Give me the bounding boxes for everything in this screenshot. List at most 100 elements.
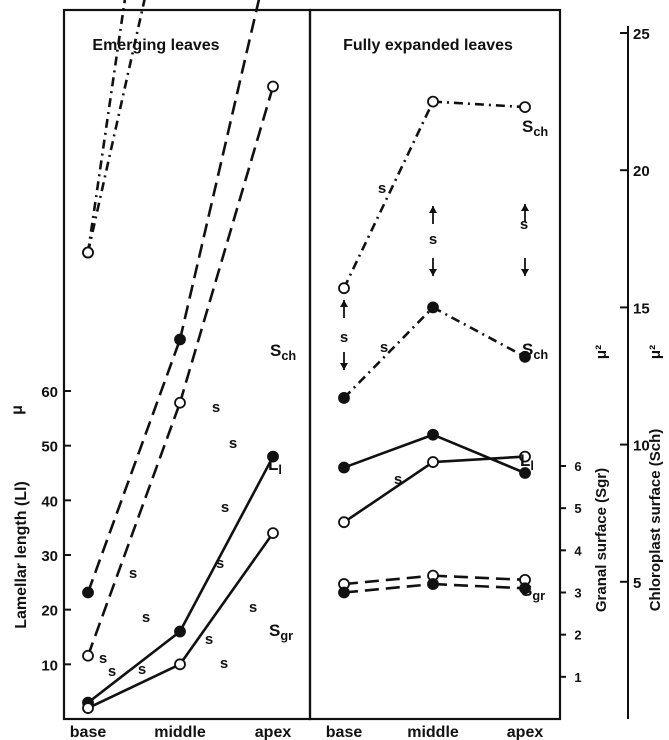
data-point-sgr-open [174, 396, 186, 409]
curve-label-sch: Sch [522, 117, 548, 139]
middle-tick-label: 4 [574, 543, 582, 558]
data-point-sgr-filled [338, 586, 350, 599]
series-line-ll-filled [343, 433, 434, 469]
panel-frame-expanded [308, 8, 562, 721]
series-line-sgr-open [86, 402, 182, 657]
series-line-sgr-open [432, 574, 526, 582]
significance-label: s [378, 180, 386, 197]
curve-label-sgr: Sgr [269, 621, 293, 643]
significance-label: s [129, 565, 137, 582]
series-line-ll-open [343, 460, 434, 524]
middle-tick-label: 2 [574, 628, 581, 643]
series-line-ll-filled [432, 433, 526, 475]
series-line-sgr-open [178, 86, 275, 404]
data-point-ll-open [82, 702, 94, 714]
data-point-ll-filled [427, 428, 439, 441]
series-line-sgr-filled [432, 582, 526, 590]
left-tick-label: 20 [41, 603, 58, 620]
data-point-sch-filled [519, 350, 531, 363]
series-line-sgr-filled [178, 0, 261, 340]
data-point-sch-open [338, 282, 350, 295]
panel-title: Emerging leaves [92, 37, 219, 54]
curve-label-ll: Ll [520, 451, 534, 473]
series-line-sch-open [86, 0, 146, 253]
significance-label: s [99, 650, 107, 667]
significance-label: s [142, 609, 150, 626]
significance-label: s [138, 661, 146, 678]
curve-label-sgr: Sgr [521, 581, 545, 603]
category-label: apex [255, 724, 292, 740]
left-tick-label: 10 [41, 657, 58, 674]
series-line-ll-open [432, 455, 526, 464]
category-label: base [70, 724, 107, 740]
data-point-ll-filled [267, 450, 279, 463]
middle-tick-label: 1 [574, 670, 581, 685]
series-line-sch-filled [432, 306, 526, 358]
down-arrow [340, 363, 348, 370]
data-point-ll-filled [174, 625, 186, 638]
series-line-sch-open [432, 100, 526, 109]
significance-label: s [520, 216, 528, 233]
right-tick-label: 25 [633, 26, 650, 43]
series-line-ll-open [178, 532, 275, 666]
data-point-ll-open [427, 456, 439, 468]
data-point-ll-open [174, 658, 186, 671]
significance-label: s [220, 655, 228, 672]
left-axis-unit: μ [9, 405, 26, 415]
significance-label: s [229, 435, 237, 452]
category-label: apex [507, 724, 544, 740]
data-point-sgr-filled [174, 333, 186, 346]
series-line-sch-filled [343, 306, 434, 399]
significance-label: s [429, 231, 437, 248]
series-line-sgr-filled [86, 339, 182, 593]
curve-label-sch: Sch [270, 341, 296, 363]
significance-label: s [340, 329, 348, 346]
data-point-ll-open [519, 450, 531, 463]
data-point-ll-open [267, 527, 279, 540]
series-line-sgr-open [343, 574, 434, 586]
series-line-sgr-filled [343, 582, 434, 594]
category-label: middle [407, 724, 459, 740]
category-label: base [326, 724, 363, 740]
series-line-sch-filled [86, 0, 127, 253]
significance-label: s [216, 555, 224, 572]
panel-title: Fully expanded leaves [343, 37, 513, 54]
data-point-sgr-open [267, 80, 279, 93]
significance-label: s [205, 631, 213, 648]
series-line-ll-filled [178, 455, 275, 633]
data-point-ll-open [338, 516, 350, 529]
right-axis-unit: μ² [647, 345, 664, 359]
series-line-sch-open [342, 101, 435, 289]
right-tick-label: 20 [633, 163, 650, 180]
down-arrow [429, 269, 437, 276]
up-arrow [429, 206, 437, 213]
panel-frame-emerging [62, 8, 312, 721]
data-point-sgr-filled [82, 586, 94, 599]
data-point-sch-open [427, 95, 439, 108]
right-tick-label: 10 [633, 438, 650, 455]
significance-label: s [394, 471, 402, 488]
data-point-sgr-filled [519, 582, 531, 595]
left-tick-label: 50 [41, 439, 58, 456]
up-arrow [521, 204, 529, 211]
right-tick-label: 5 [633, 575, 641, 592]
significance-label: s [212, 399, 220, 416]
middle-tick-label: 3 [574, 586, 581, 601]
up-arrow [340, 300, 348, 307]
middle-tick-label: 6 [574, 459, 581, 474]
category-label: middle [154, 724, 206, 740]
data-point-sch-filled [338, 392, 350, 404]
data-point-sch-open [519, 101, 531, 113]
significance-label: s [108, 663, 116, 680]
left-tick-label: 60 [41, 384, 58, 401]
data-point-sch-open [82, 246, 94, 259]
data-point-sgr-open [82, 649, 94, 662]
left-tick-label: 40 [41, 493, 58, 510]
left-axis-label: Lamellar length (Ll) [13, 481, 30, 629]
significance-label: s [380, 339, 388, 356]
data-point-sch-filled [427, 301, 439, 314]
data-point-ll-filled [519, 467, 531, 479]
significance-label: s [221, 499, 229, 516]
right-axis-label: Chloroplast surface (Sch) [647, 429, 664, 612]
